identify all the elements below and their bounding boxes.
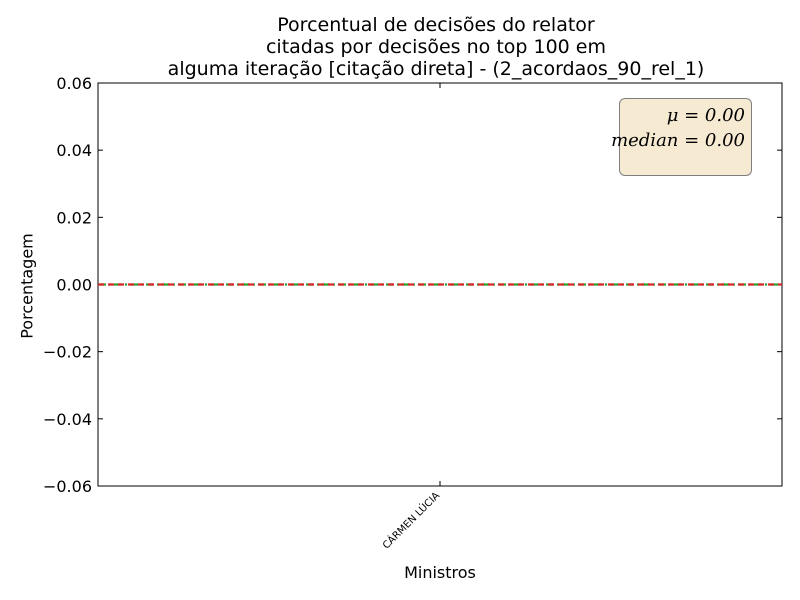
- y-tick-label: 0.04: [56, 141, 92, 160]
- y-tick-label: −0.06: [43, 477, 92, 496]
- mean-stat: μ = 0.00: [666, 105, 745, 126]
- median-stat: median = 0.00: [611, 130, 745, 151]
- chart-title-line-3: alguma iteração [citação direta] - (2_ac…: [167, 58, 705, 80]
- chart-title-line-2: citadas por decisões no top 100 em: [265, 36, 606, 58]
- x-axis-label: Ministros: [404, 563, 476, 582]
- stats-box: μ = 0.00 median = 0.00: [611, 98, 752, 176]
- y-tick-label: 0.06: [56, 74, 92, 93]
- x-tick-label: CÁRMEN LÚCIA: [380, 489, 443, 552]
- y-axis-label: Porcentagem: [17, 233, 37, 339]
- y-tick-label: −0.02: [43, 343, 92, 362]
- y-tick-label: −0.04: [43, 410, 92, 429]
- chart-title-line-1: Porcentual de decisões do relator: [277, 14, 595, 36]
- y-tick-label: 0.02: [56, 208, 92, 227]
- y-tick-label: 0.00: [56, 276, 92, 295]
